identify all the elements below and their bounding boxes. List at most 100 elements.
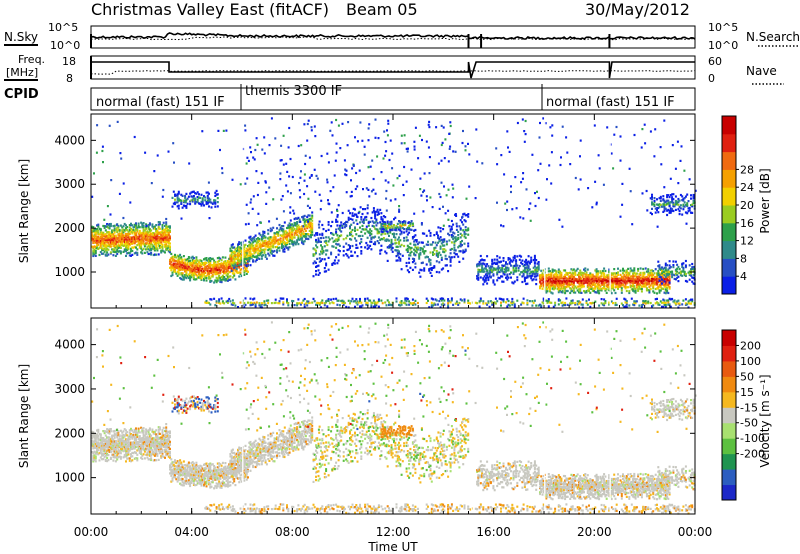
power-cell [481, 162, 484, 165]
power-cell [135, 224, 137, 227]
power-cell [679, 207, 682, 210]
power-cell [672, 273, 675, 276]
power-cell [691, 300, 694, 303]
power-cell [484, 273, 487, 276]
power-cell [522, 274, 525, 277]
power-cell [327, 199, 329, 202]
power-cell [430, 297, 433, 300]
power-cell [594, 291, 597, 294]
power-cell [606, 280, 609, 283]
power-cell [336, 243, 339, 246]
power-cell [349, 245, 351, 248]
power-cell [522, 269, 525, 272]
power-cell [559, 289, 562, 292]
power-cell [688, 270, 691, 273]
power-cell [234, 265, 237, 269]
power-cell [579, 290, 582, 293]
power-cell [676, 140, 679, 143]
power-cell [652, 284, 655, 287]
power-cell [586, 303, 589, 306]
power-cell [451, 196, 454, 199]
power-cell [375, 224, 378, 227]
power-cell [181, 194, 184, 197]
power-cell [270, 249, 273, 252]
power-cell [562, 279, 565, 282]
power-cell [608, 301, 611, 304]
power-cell [237, 257, 239, 260]
power-cell [429, 271, 432, 274]
power-cell [347, 218, 350, 221]
power-cell [336, 234, 339, 237]
power-cell [108, 231, 111, 234]
power-cell [235, 263, 238, 266]
power-cell [663, 283, 666, 286]
power-cell [654, 298, 657, 301]
power-cell [201, 202, 204, 205]
power-cell [377, 212, 380, 215]
power-cell [664, 262, 667, 265]
power-cell [425, 255, 428, 258]
power-cell [233, 274, 236, 277]
power-cell [658, 273, 661, 276]
power-cell [327, 228, 330, 231]
power-cell [101, 239, 104, 242]
power-cell [336, 214, 339, 217]
freq-trace [91, 61, 695, 79]
power-cell [112, 254, 115, 257]
power-cell [546, 178, 548, 181]
power-cell [425, 263, 428, 266]
power-cell [356, 185, 359, 188]
power-cell [666, 279, 669, 282]
power-cell [440, 242, 443, 245]
power-cell [652, 270, 655, 273]
power-cell [530, 256, 533, 259]
power-cell [169, 258, 171, 261]
power-cell [282, 245, 285, 248]
power-cell [612, 281, 614, 284]
power-cell [187, 269, 190, 272]
power-cell [385, 150, 388, 153]
power-cell [585, 301, 588, 304]
power-cell [424, 256, 427, 259]
power-cell [673, 205, 676, 208]
power-cell [572, 280, 575, 283]
power-cell [632, 283, 635, 286]
power-cell [618, 285, 621, 288]
power-cell [423, 189, 426, 192]
power-cell [161, 239, 164, 242]
power-cell [142, 222, 145, 225]
power-cell [187, 265, 190, 268]
power-cell [259, 234, 262, 237]
power-cell [322, 236, 325, 239]
power-cell [239, 257, 242, 260]
power-cell [502, 280, 505, 283]
power-cell [459, 232, 462, 235]
power-cell [164, 231, 166, 234]
power-cell [226, 264, 229, 267]
power-cell [363, 153, 366, 156]
power-cell [487, 300, 490, 303]
power-cell [632, 303, 635, 306]
power-cell [351, 167, 354, 170]
power-cell [147, 227, 150, 230]
power-cell [673, 277, 676, 280]
power-cell [374, 118, 377, 121]
power-cell [692, 274, 695, 277]
power-cell [345, 237, 348, 240]
power-cell [307, 237, 310, 241]
power-cell [658, 266, 661, 269]
power-cell [345, 169, 348, 172]
power-cell [102, 239, 105, 242]
power-cell [255, 249, 258, 252]
power-cell [552, 285, 555, 288]
power-cell [263, 304, 266, 307]
power-cell [376, 155, 379, 158]
power-cell [170, 252, 173, 255]
power-cell [301, 216, 304, 219]
power-cell [394, 239, 397, 242]
power-cell [551, 134, 554, 137]
power-cell [549, 290, 551, 293]
power-cell [270, 229, 273, 232]
power-cell [688, 273, 691, 277]
power-cell [662, 203, 665, 206]
